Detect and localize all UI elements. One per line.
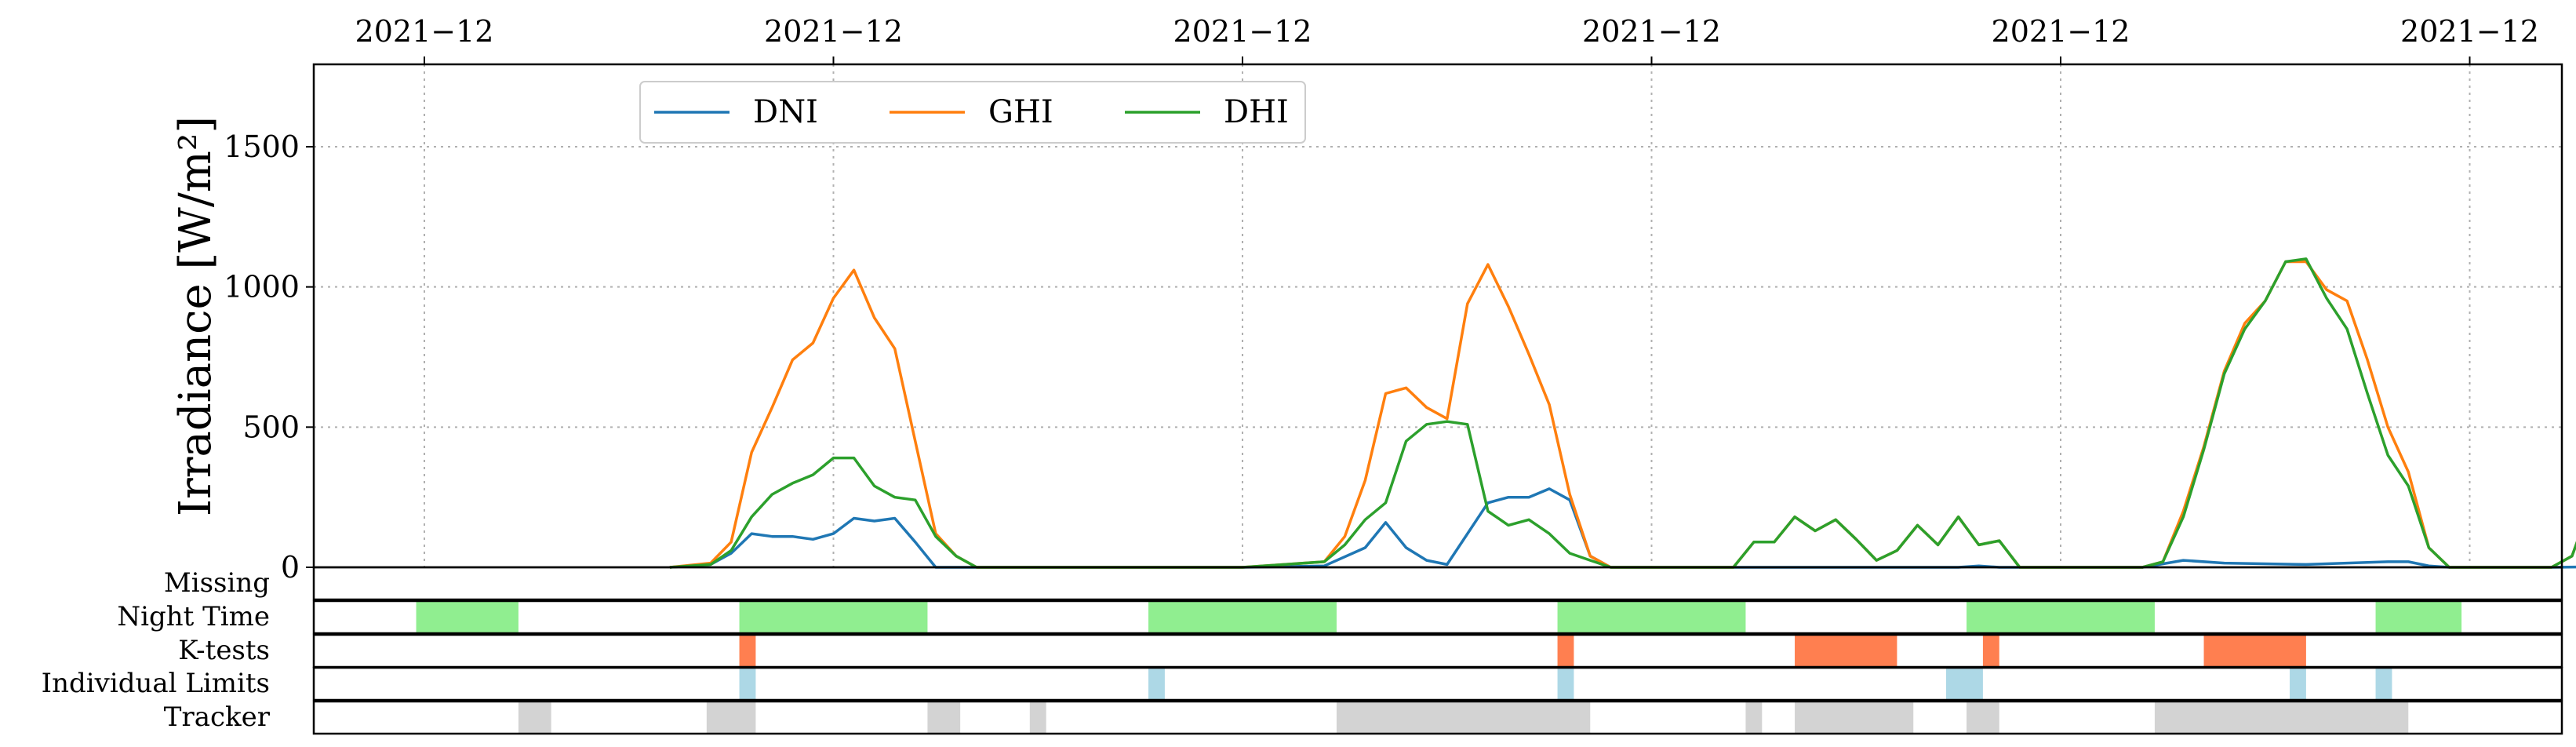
legend: DNI GHI DHI (639, 81, 1306, 144)
flag-interval (1557, 635, 1574, 667)
flag-row-label: Night Time (117, 601, 270, 632)
y-axis-label: Irradiance [W/m²] (170, 116, 221, 516)
flag-bars (312, 566, 2563, 735)
flag-interval (2203, 635, 2306, 667)
flag-interval (2290, 668, 2306, 700)
flag-interval (1967, 701, 1999, 734)
flag-interval (2154, 701, 2409, 734)
flag-interval (2375, 668, 2392, 700)
flag-interval (1745, 701, 1763, 734)
legend-entry: DNI (753, 94, 818, 130)
x-tick-label: 2021−12 (764, 14, 903, 49)
grid-lines (314, 64, 2562, 567)
flag-interval (739, 635, 756, 667)
flag-row-frame (312, 566, 2563, 601)
flag-interval (739, 668, 756, 700)
flag-row-frame (312, 599, 2563, 635)
y-tick-label: 1000 (224, 270, 300, 304)
flag-interval (1982, 635, 1999, 667)
flag-row-label: K-tests (178, 635, 270, 666)
series-line-dhi (669, 257, 2576, 569)
main-plot-frame (312, 63, 2563, 569)
flag-interval (416, 601, 518, 633)
x-tick-label: 2021−12 (1582, 14, 1721, 49)
flag-interval (1795, 635, 1897, 667)
flag-interval (927, 701, 961, 734)
flag-row-frame (312, 700, 2563, 735)
flag-row-label: Individual Limits (42, 668, 270, 699)
flag-interval (1557, 601, 1746, 633)
x-tick-label: 2021−12 (355, 14, 494, 49)
flag-row-label: Missing (164, 567, 270, 599)
flag-interval (1967, 601, 2155, 633)
flag-row-frame (312, 666, 2563, 701)
flag-interval (706, 701, 756, 734)
y-tick-label: 0 (281, 550, 300, 585)
legend-entry: GHI (988, 94, 1053, 130)
flag-interval (1029, 701, 1046, 734)
flag-interval (1795, 701, 1914, 734)
y-tick-label: 500 (242, 410, 300, 444)
flag-interval (1945, 668, 1983, 700)
flag-interval (1336, 701, 1591, 734)
flag-interval (1148, 601, 1337, 633)
flag-interval (518, 701, 551, 734)
flag-interval (1148, 668, 1165, 700)
x-tick-label: 2021−12 (1992, 14, 2130, 49)
flag-row-label: Tracker (164, 701, 271, 733)
series-lines (669, 257, 2576, 569)
y-axis-ticks: 0 500 1000 1500 (224, 129, 314, 585)
flag-interval (2375, 601, 2462, 633)
series-line-ghi (669, 260, 2576, 569)
series-line-dni (669, 487, 2576, 569)
legend-box (639, 81, 1306, 144)
flag-interval (739, 601, 928, 633)
x-tick-label: 2021−12 (2400, 14, 2539, 49)
flag-interval (1557, 668, 1574, 700)
x-axis-ticks: 2021−12 2021−12 2021−12 2021−12 2021−12 2021−… (355, 14, 2539, 64)
legend-entry: DHI (1224, 94, 1289, 130)
x-tick-label: 2021−12 (1173, 14, 1312, 49)
y-tick-label: 1500 (224, 129, 300, 164)
